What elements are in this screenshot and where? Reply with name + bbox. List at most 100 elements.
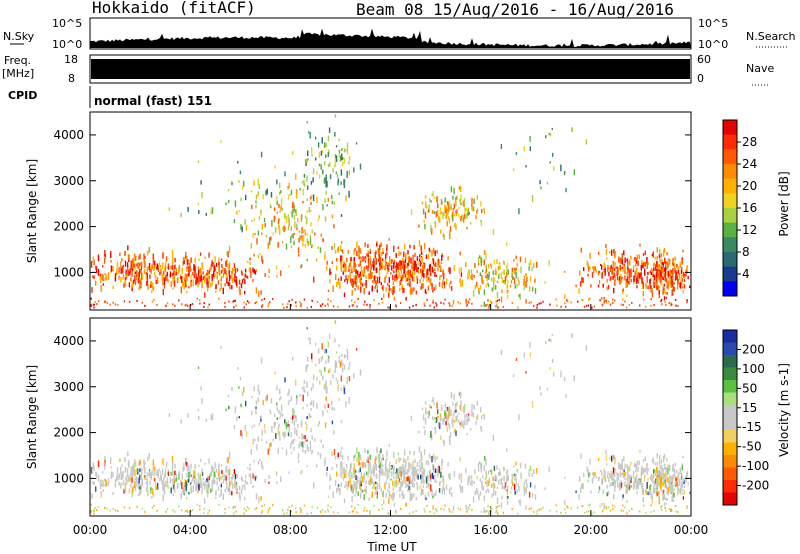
velocity-point-2186 [593,511,596,514]
power-point-1890 [651,287,653,293]
velocity-point-1823 [658,479,660,482]
power-point-840 [367,250,369,255]
velocity-point-160 [110,466,112,469]
velocity-point-841 [344,469,346,475]
velocity-point-1880 [646,463,648,470]
velocity-point-641 [326,410,328,413]
power-point-2177 [436,304,438,307]
power-point-1013 [416,275,418,279]
velocity-point-1617 [630,461,632,466]
velocity-point-948 [382,470,384,476]
velocity-point-441 [197,472,200,476]
velocity-point-424 [222,481,224,484]
velocity-point-1299 [439,417,442,422]
power-point-510 [255,194,258,200]
velocity-point-256 [194,463,196,470]
velocity-point-2154 [581,505,583,508]
velocity-point-1219 [443,416,445,423]
velocity-point-529 [306,381,308,388]
power-point-1337 [526,276,528,283]
power-point-1224 [453,187,455,195]
velocity-point-164 [134,459,136,465]
velocity-point-1822 [662,494,664,501]
power-point-364 [215,284,217,290]
power-point-1469 [564,270,566,273]
velocity-point-1255 [466,418,468,425]
power-point-684 [346,148,349,155]
velocity-point-1039 [374,491,376,495]
velocity-point-129 [149,472,152,475]
velocity-point-812 [386,472,388,476]
power-point-1363 [483,289,486,296]
velocity-point-2058 [457,507,459,510]
power-point-1642 [635,263,637,267]
power-point-886 [358,274,360,278]
velocity-point-1319 [421,407,424,411]
velocity-point-2063 [536,512,538,515]
power-point-1430 [506,283,508,287]
power-point-1881 [676,273,679,277]
velocity-point-540 [299,393,301,397]
velocity-point-13 [120,482,122,489]
velocity-point-1994 [288,506,290,509]
power-point-770 [326,260,328,265]
velocity-point-1242 [450,409,452,416]
velocity-point-1106 [414,470,416,476]
power-point-1698 [593,266,595,269]
power-point-1279 [472,206,475,212]
velocity-point-1876 [657,483,659,488]
velocity-point-1513 [587,468,589,474]
power-point-525 [302,200,304,204]
velocity-point-1705 [642,468,644,475]
velocity-point-1353 [474,490,476,496]
velocity-point-2097 [234,505,236,508]
velocity-point-1434 [473,481,475,484]
velocity-point-1165 [421,463,423,469]
velocity-point-646 [306,364,308,370]
velocity-point-528 [301,470,303,474]
velocity-point-1777 [672,466,674,471]
velocity-point-599 [264,429,266,434]
power-point-1353 [474,284,476,290]
velocity-point-671 [355,348,358,351]
power-point-1754 [637,274,640,280]
velocity-point-1237 [492,434,495,442]
power-point-1801 [665,296,668,299]
velocity-point-1947 [529,352,531,357]
velocity-point-1109 [438,487,441,493]
power-point-262 [186,269,188,272]
velocity-point-454 [306,423,308,431]
velocity-point-661 [343,354,346,359]
power-point-815 [346,278,349,284]
power-point-467 [294,209,296,214]
velocity-point-1997 [141,507,143,510]
power-point-1560 [642,291,644,297]
velocity-point-693 [343,387,346,395]
power-point-671 [355,142,358,145]
velocity-point-515 [301,433,303,440]
velocity-point-797 [340,482,342,487]
velocity-point-878 [356,447,358,455]
velocity-point-1621 [613,454,615,460]
velocity-point-1761 [664,479,666,484]
velocity-point-941 [345,481,347,487]
velocity-point-1783 [662,489,664,495]
velocity-point-1831 [638,479,641,485]
velocity-point-1383 [490,469,492,473]
velocity-point-180 [143,476,145,479]
power-point-1925 [257,178,259,186]
velocity-point-1169 [432,453,435,460]
velocity-point-463 [274,421,277,426]
velocity-point-1984 [538,508,540,511]
velocity-point-175 [129,474,131,479]
power-point-1901 [270,192,273,198]
velocity-point-2136 [128,506,131,509]
velocity-point-627 [310,387,313,391]
velocity-point-2185 [675,510,677,513]
velocity-point-1883 [641,484,643,489]
power-point-720 [397,268,400,273]
power-point-529 [306,175,308,182]
velocity-point-1860 [653,488,655,493]
power-point-314 [190,279,192,283]
